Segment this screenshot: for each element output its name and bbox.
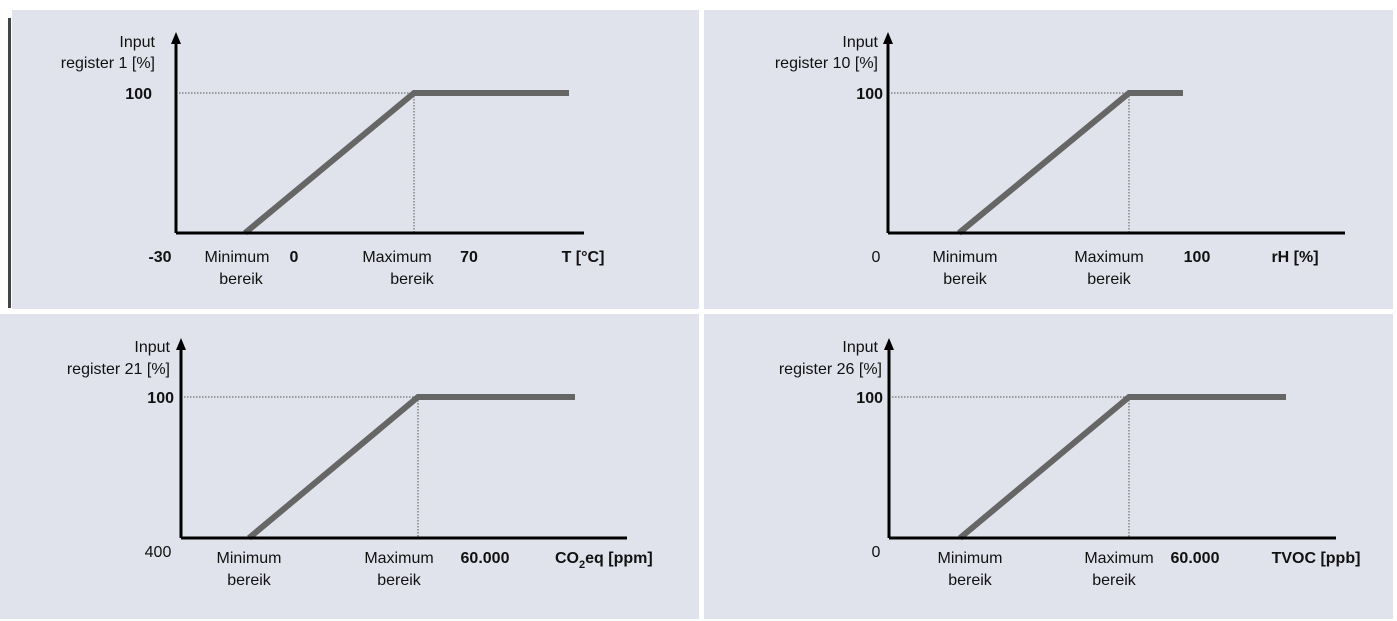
min-label-line1: Minimum [205,249,270,266]
y-label-line2: register 10 [%] [775,55,878,72]
min-label-line2: bereik [943,271,988,288]
x-origin-label: 0 [872,544,881,561]
x-axis-label: T [°C] [562,249,605,266]
panel-temperature: Input register 1 [%] 100 -30 Minimum ber… [12,10,699,309]
x-origin-label: 400 [145,544,172,561]
min-label-line2: bereik [948,572,993,589]
max-value: 60.000 [461,550,510,567]
max-label-line2: bereik [1087,271,1132,288]
max-label-line1: Maximum [362,249,431,266]
y-label-line2: register 21 [%] [67,361,170,378]
x-axis-label: TVOC [ppb] [1272,550,1361,567]
x-origin-label: 0 [872,249,881,266]
min-label-line1: Minimum [938,550,1003,567]
y-label-line1: Input [842,34,878,51]
max-value: 100 [1184,249,1211,266]
left-divider [8,18,11,308]
chart-co2: Input register 21 [%] 100 400 Minimum be… [67,338,653,589]
response-curve [957,90,1183,236]
y-top-value: 100 [125,86,152,103]
x-axis-label: CO2eq [ppm] [555,550,653,571]
max-label-line1: Maximum [1074,249,1143,266]
max-label-line1: Maximum [364,550,433,567]
min-label-line2: bereik [227,572,272,589]
response-curve [958,394,1286,541]
chart-temperature: Input register 1 [%] 100 -30 Minimum ber… [61,32,605,288]
chart-tvoc: Input register 26 [%] 100 0 Minimum bere… [779,338,1361,589]
max-label-line1: Maximum [1084,550,1153,567]
response-curve [247,394,575,541]
max-label-line2: bereik [377,572,422,589]
y-label-line1: Input [842,339,878,356]
x-axis-label: rH [%] [1271,249,1318,266]
y-top-value: 100 [147,390,174,407]
max-value: 70 [460,249,478,266]
min-value: 0 [290,249,299,266]
response-curve [243,90,569,236]
panel-tvoc: Input register 26 [%] 100 0 Minimum bere… [704,314,1393,619]
min-label-line2: bereik [219,271,264,288]
y-axis-arrow-icon [883,32,893,44]
y-top-value: 100 [856,86,883,103]
x-origin-label: -30 [148,249,171,266]
y-top-value: 100 [856,390,883,407]
panel-co2: Input register 21 [%] 100 400 Minimum be… [0,314,699,619]
y-label-line1: Input [119,34,155,51]
chart-humidity: Input register 10 [%] 100 0 Minimum bere… [775,32,1345,288]
min-label-line1: Minimum [217,550,282,567]
panel-humidity: Input register 10 [%] 100 0 Minimum bere… [704,10,1393,309]
min-label-line1: Minimum [933,249,998,266]
max-value: 60.000 [1171,550,1220,567]
y-label-line2: register 26 [%] [779,361,882,378]
y-label-line1: Input [134,339,170,356]
y-axis-arrow-icon [171,32,181,44]
y-axis-arrow-icon [884,338,894,350]
y-label-line2: register 1 [%] [61,55,155,72]
max-label-line2: bereik [1092,572,1137,589]
max-label-line2: bereik [390,271,435,288]
y-axis-arrow-icon [176,338,186,350]
